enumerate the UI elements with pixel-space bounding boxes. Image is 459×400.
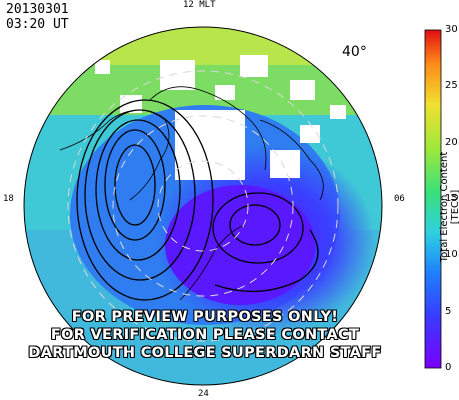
- banner-line-2: FOR VERIFICATION PLEASE CONTACT: [50, 327, 360, 343]
- colorbar-tick-5: 5: [445, 306, 452, 317]
- convection-contours: [76, 99, 319, 301]
- colorbar-tick-0: 0: [445, 362, 452, 373]
- latitude-label: 40°: [342, 44, 367, 60]
- colorbar-tick-30: 30: [445, 24, 458, 35]
- banner-line-1: FOR PREVIEW PURPOSES ONLY!: [71, 309, 339, 325]
- colorbar-tick-20: 20: [445, 137, 458, 148]
- colorbar-tick-15: 15: [445, 193, 458, 204]
- mlt-label-left: 18: [3, 194, 14, 204]
- time-label: 03:20 UT: [6, 17, 69, 32]
- banner-line-3: DARTMOUTH COLLEGE SUPERDARN STAFF: [28, 345, 382, 361]
- colorbar-tick-25: 25: [445, 80, 458, 91]
- latitude-grid: [67, 70, 339, 342]
- mlt-label-top: 12 MLT: [183, 0, 216, 10]
- no-data-cells: [95, 55, 346, 180]
- date-label: 20130301: [6, 2, 69, 17]
- colorbar-title: Total Electron Content [TECU]: [439, 151, 459, 263]
- preview-banner: FOR PREVIEW PURPOSES ONLY! FOR VERIFICAT…: [20, 308, 390, 362]
- coastlines: [59, 86, 324, 301]
- colorbar-tick-10: 10: [445, 249, 458, 260]
- mlt-label-bottom: 24: [198, 389, 209, 399]
- mlt-label-right: 06: [394, 194, 405, 204]
- map-outline: [23, 26, 383, 386]
- colorbar: [424, 29, 442, 369]
